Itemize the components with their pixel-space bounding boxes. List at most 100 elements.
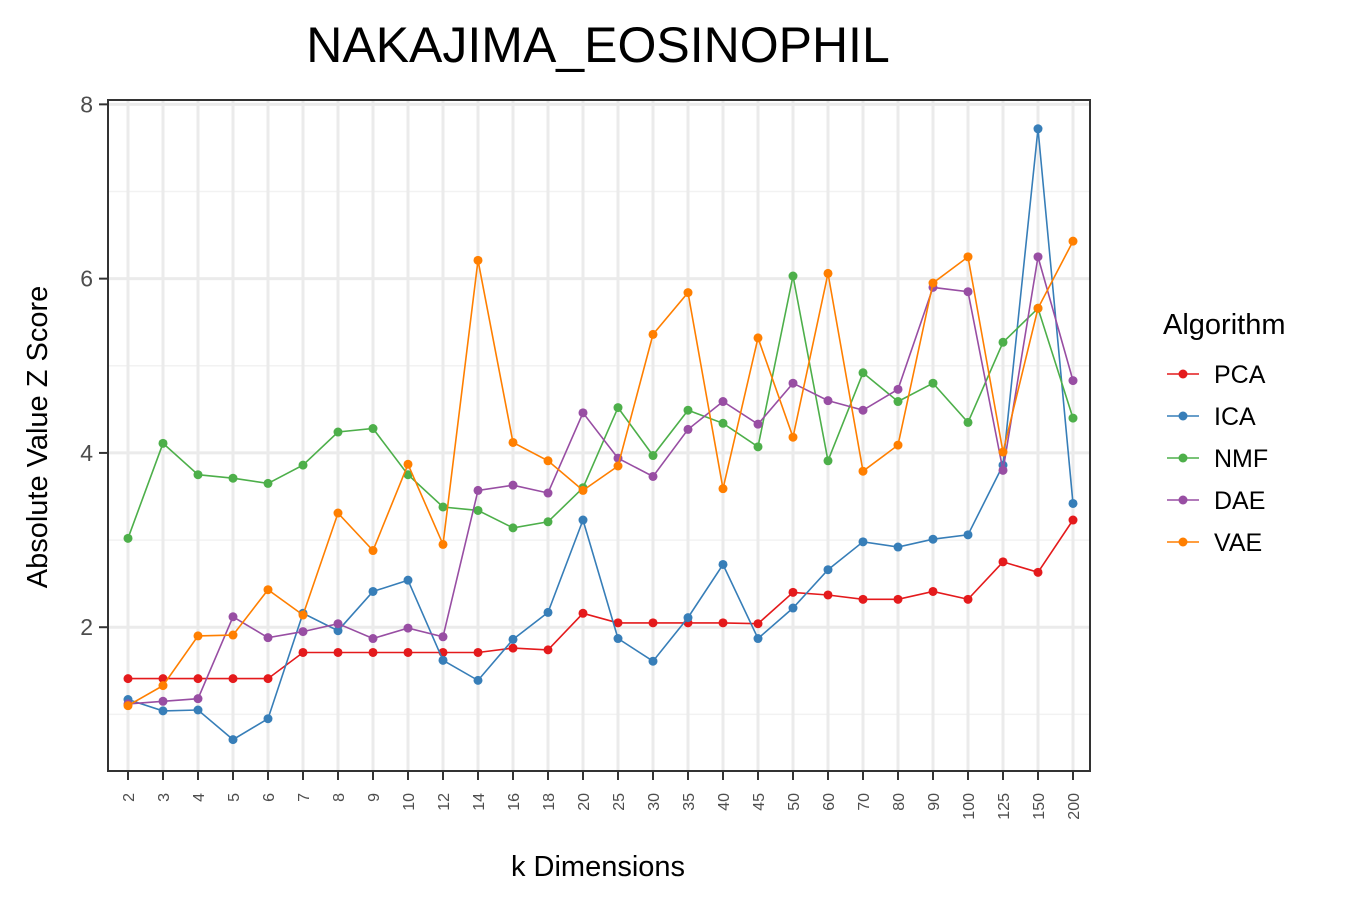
data-point: [648, 618, 658, 628]
x-tick-label: 80: [891, 793, 908, 811]
data-point: [823, 456, 833, 466]
legend-label: VAE: [1214, 529, 1262, 557]
data-point: [578, 608, 588, 618]
data-point: [858, 405, 868, 415]
data-point: [1033, 124, 1043, 134]
x-tick-label: 18: [541, 793, 558, 811]
data-point: [368, 634, 378, 644]
data-point: [508, 634, 518, 644]
data-point: [788, 378, 798, 388]
data-point: [1068, 376, 1078, 386]
data-point: [578, 408, 588, 418]
data-point: [438, 539, 448, 549]
data-point: [403, 623, 413, 633]
legend-item-nmf: NMF: [1167, 445, 1268, 473]
data-point: [963, 287, 973, 297]
data-point: [893, 594, 903, 604]
data-point: [543, 607, 553, 617]
data-point: [788, 432, 798, 442]
data-point: [648, 451, 658, 461]
data-point: [823, 590, 833, 600]
legend-key-point: [1178, 411, 1188, 421]
data-point: [438, 502, 448, 512]
data-point: [508, 523, 518, 533]
data-point: [893, 440, 903, 450]
data-point: [438, 655, 448, 665]
data-point: [298, 610, 308, 620]
data-point: [298, 647, 308, 657]
data-point: [1068, 515, 1078, 525]
data-point: [333, 626, 343, 636]
legend-label: PCA: [1214, 361, 1266, 389]
data-point: [683, 288, 693, 298]
data-point: [683, 405, 693, 415]
x-tick-label: 35: [681, 793, 698, 811]
data-point: [473, 505, 483, 515]
data-point: [263, 633, 273, 643]
x-tick-label: 6: [261, 793, 278, 802]
data-point: [473, 485, 483, 495]
series-line: [127, 128, 1074, 741]
data-point: [298, 460, 308, 470]
x-tick-label: 60: [821, 793, 838, 811]
data-point: [473, 647, 483, 657]
legend-item-vae: VAE: [1167, 529, 1262, 557]
series-line: [127, 240, 1074, 707]
x-tick-label: 3: [156, 793, 173, 802]
y-axis-title: Absolute Value Z Score: [22, 286, 54, 589]
data-point: [753, 619, 763, 629]
data-point: [858, 466, 868, 476]
data-point: [158, 681, 168, 691]
data-point: [613, 403, 623, 413]
chart-title: NAKAJIMA_EOSINOPHIL: [306, 17, 890, 73]
plot-grid: [108, 100, 1090, 771]
x-tick-label: 90: [926, 793, 943, 811]
x-tick-label: 5: [226, 793, 243, 802]
data-point: [718, 484, 728, 494]
data-point: [963, 417, 973, 427]
data-point: [193, 631, 203, 641]
y-tick-label: 8: [80, 91, 93, 117]
data-point: [158, 706, 168, 716]
data-point: [718, 418, 728, 428]
data-point: [928, 278, 938, 288]
plot-panel-border: [107, 99, 1091, 772]
data-point: [228, 473, 238, 483]
data-point: [543, 456, 553, 466]
data-point: [1033, 303, 1043, 313]
data-point: [438, 632, 448, 642]
legend-key-point: [1178, 369, 1188, 379]
data-point: [753, 634, 763, 644]
data-point: [963, 594, 973, 604]
legend-item-pca: PCA: [1167, 361, 1266, 389]
series-ica: [123, 124, 1078, 745]
data-point: [998, 447, 1008, 457]
x-tick-label: 7: [296, 793, 313, 802]
x-tick-label: 12: [436, 793, 453, 811]
data-point: [158, 438, 168, 448]
data-point: [543, 645, 553, 655]
data-point: [158, 696, 168, 706]
data-point: [998, 557, 1008, 567]
series-nmf: [123, 271, 1078, 543]
x-tick-label: 8: [331, 793, 348, 802]
x-tick-label: 100: [961, 793, 978, 820]
series-vae: [123, 236, 1078, 711]
legend-label: ICA: [1214, 403, 1256, 431]
data-point: [193, 470, 203, 480]
data-point: [963, 252, 973, 262]
y-tick-label: 4: [80, 440, 93, 466]
data-point: [858, 594, 868, 604]
data-point: [403, 459, 413, 469]
legend-title: Algorithm: [1163, 309, 1286, 341]
x-tick-label: 4: [191, 793, 208, 802]
legend-key-point: [1178, 537, 1188, 547]
data-point: [263, 478, 273, 488]
data-point: [193, 694, 203, 704]
data-point: [193, 674, 203, 684]
data-point: [1033, 252, 1043, 262]
data-point: [298, 627, 308, 637]
data-point: [928, 586, 938, 596]
data-point: [788, 603, 798, 613]
